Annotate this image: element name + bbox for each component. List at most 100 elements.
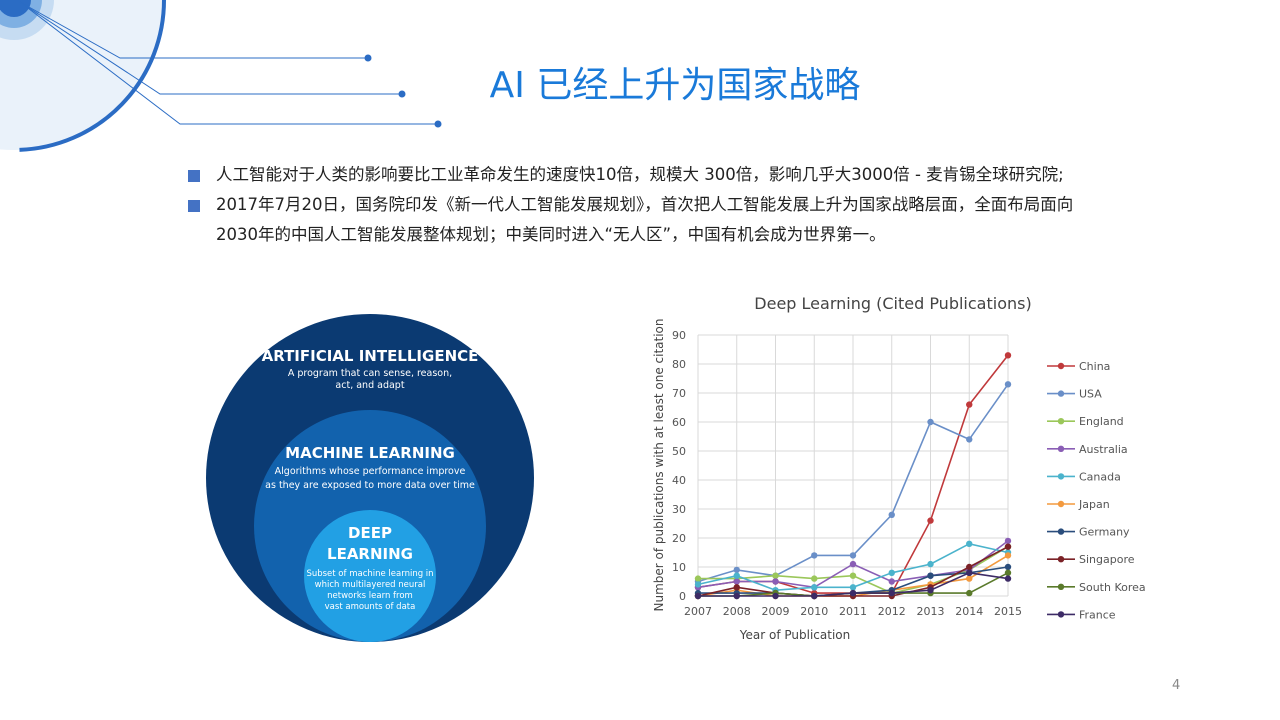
x-tick-label: 2009 bbox=[762, 605, 790, 618]
dl-title-1: DEEP bbox=[348, 524, 392, 542]
chart-y-axis-label: Number of publications with at least one… bbox=[652, 318, 666, 611]
y-tick-label: 40 bbox=[672, 474, 686, 487]
data-point bbox=[849, 572, 857, 579]
x-tick-label: 2012 bbox=[878, 605, 906, 618]
ml-title: MACHINE LEARNING bbox=[285, 444, 455, 462]
legend-label: Germany bbox=[1079, 526, 1130, 539]
deep-learning-chart: Deep Learning (Cited Publications) Year … bbox=[652, 294, 1146, 642]
legend-item: Germany bbox=[1047, 526, 1130, 539]
bullet-item: 2017年7月20日，国务院印发《新一代人工智能发展规划》，首次把人工智能发展上… bbox=[188, 190, 1228, 250]
legend-swatch-marker bbox=[1057, 418, 1065, 425]
legend-item: China bbox=[1047, 360, 1110, 373]
data-point bbox=[733, 572, 740, 579]
decor-circle-mid bbox=[0, 0, 54, 40]
bullet-square-icon bbox=[188, 200, 200, 212]
data-point bbox=[966, 540, 973, 547]
bullet-item: 人工智能对于人类的影响要比工业革命发生的速度快10倍，规模大 300倍，影响几乎… bbox=[188, 160, 1228, 190]
data-point bbox=[694, 575, 702, 582]
y-tick-label: 70 bbox=[672, 387, 686, 400]
data-point bbox=[1004, 563, 1012, 571]
data-point bbox=[966, 436, 973, 443]
legend-swatch-marker bbox=[1057, 473, 1065, 480]
legend-swatch-marker bbox=[1057, 500, 1065, 508]
series-france bbox=[694, 569, 1012, 600]
legend-swatch-marker bbox=[1057, 362, 1065, 370]
bullet-text: 2017年7月20日，国务院印发《新一代人工智能发展规划》，首次把人工智能发展上… bbox=[216, 195, 1074, 214]
data-point bbox=[966, 575, 973, 582]
ai-desc-1: A program that can sense, reason, bbox=[288, 368, 452, 379]
data-point bbox=[733, 592, 740, 600]
data-point bbox=[733, 566, 740, 574]
x-tick-label: 2013 bbox=[917, 605, 945, 618]
ml-desc-1: Algorithms whose performance improve bbox=[275, 466, 466, 477]
data-point bbox=[888, 578, 895, 585]
data-point bbox=[733, 584, 740, 591]
legend-item: England bbox=[1047, 415, 1124, 428]
data-point bbox=[849, 584, 857, 591]
legend-item: Japan bbox=[1047, 498, 1110, 511]
data-point bbox=[888, 569, 895, 576]
data-point bbox=[849, 589, 857, 597]
data-point bbox=[849, 560, 857, 568]
legend-item: South Korea bbox=[1047, 581, 1146, 594]
data-point bbox=[772, 592, 779, 600]
decor-line-1 bbox=[19, 1, 368, 59]
legend-swatch-marker bbox=[1057, 390, 1065, 397]
ml-desc-2: as they are exposed to more data over ti… bbox=[265, 480, 475, 491]
y-tick-label: 50 bbox=[672, 445, 686, 458]
dl-desc-2: which multilayered neural bbox=[315, 580, 426, 590]
legend-item: Australia bbox=[1047, 443, 1128, 456]
chart-series bbox=[694, 352, 1012, 600]
decor-circle-core bbox=[0, 0, 31, 17]
ai-title: ARTIFICIAL INTELLIGENCE bbox=[262, 347, 479, 365]
legend-label: China bbox=[1079, 360, 1110, 373]
data-point bbox=[772, 572, 779, 579]
data-point bbox=[849, 552, 857, 559]
chart-x-axis-label: Year of Publication bbox=[739, 628, 850, 642]
legend-label: Australia bbox=[1079, 443, 1128, 456]
data-point bbox=[1004, 543, 1012, 550]
x-tick-label: 2015 bbox=[994, 605, 1022, 618]
dl-desc-1: Subset of machine learning in bbox=[306, 569, 433, 579]
y-tick-label: 10 bbox=[672, 561, 686, 574]
legend-label: USA bbox=[1079, 388, 1102, 401]
x-tick-label: 2014 bbox=[955, 605, 983, 618]
bullet-list: 人工智能对于人类的影响要比工业革命发生的速度快10倍，规模大 300倍，影响几乎… bbox=[188, 160, 1228, 250]
chart-title: Deep Learning (Cited Publications) bbox=[754, 294, 1031, 313]
ai-ml-dl-diagram: ARTIFICIAL INTELLIGENCE A program that c… bbox=[206, 314, 534, 642]
y-tick-label: 60 bbox=[672, 416, 686, 429]
page-number: 4 bbox=[1172, 678, 1181, 693]
data-point bbox=[1004, 569, 1012, 576]
legend-label: England bbox=[1079, 415, 1124, 428]
data-point bbox=[733, 578, 740, 585]
data-point bbox=[811, 584, 818, 591]
legend-swatch-marker bbox=[1057, 445, 1065, 452]
data-point bbox=[811, 575, 818, 582]
legend-label: France bbox=[1079, 608, 1116, 621]
data-point bbox=[927, 560, 934, 568]
legend-swatch-marker bbox=[1057, 583, 1065, 590]
dl-desc-3: networks learn from bbox=[327, 591, 413, 601]
data-point bbox=[1004, 381, 1012, 388]
data-point bbox=[1004, 552, 1012, 559]
x-tick-label: 2007 bbox=[684, 605, 712, 618]
dl-circle bbox=[304, 510, 436, 642]
y-tick-label: 80 bbox=[672, 358, 686, 371]
data-point bbox=[811, 552, 818, 559]
data-point bbox=[1004, 537, 1012, 545]
data-point bbox=[927, 517, 934, 524]
y-tick-label: 90 bbox=[672, 329, 686, 342]
legend-swatch-marker bbox=[1057, 528, 1065, 535]
data-point bbox=[966, 569, 973, 576]
legend-swatch-marker bbox=[1057, 611, 1065, 618]
y-tick-label: 20 bbox=[672, 532, 686, 545]
data-point bbox=[927, 572, 934, 579]
data-point bbox=[888, 511, 895, 518]
decor-dot-3 bbox=[434, 120, 442, 128]
y-tick-label: 30 bbox=[672, 503, 686, 516]
legend-item: France bbox=[1047, 608, 1116, 621]
bullet-square-icon bbox=[188, 170, 200, 182]
dl-title-2: LEARNING bbox=[327, 545, 413, 563]
x-tick-label: 2010 bbox=[800, 605, 828, 618]
legend-label: Canada bbox=[1079, 470, 1121, 483]
